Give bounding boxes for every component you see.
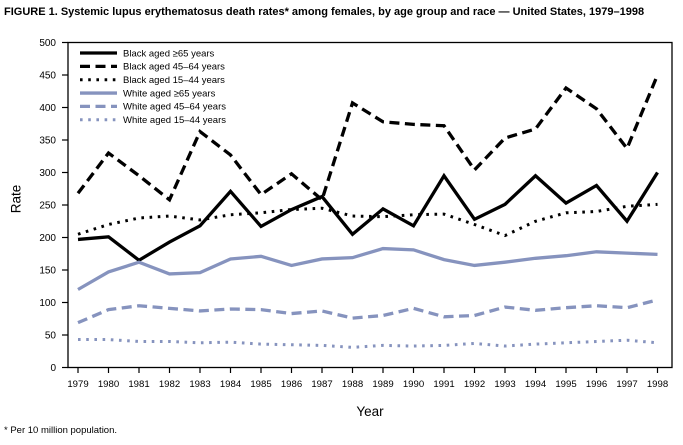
x-axis-tick-label: 1988 (342, 379, 363, 390)
x-axis-tick-label: 1989 (372, 379, 393, 390)
x-axis-tick-label: 1998 (647, 379, 668, 390)
y-axis-tick-label: 250 (39, 201, 56, 212)
x-axis-tick-label: 1997 (616, 379, 637, 390)
x-axis-label: Year (356, 404, 384, 419)
y-axis-label: Rate (8, 184, 24, 214)
series-line-black-aged-15-44-years (77, 202, 658, 238)
x-axis-tick-label: 1995 (555, 379, 576, 390)
y-axis-tick-label: 50 (45, 331, 57, 342)
x-axis-tick-label: 1990 (403, 379, 424, 390)
y-axis-tick-label: 300 (39, 168, 56, 179)
x-axis-tick-label: 1996 (586, 379, 607, 390)
figure-title: FIGURE 1. Systemic lupus erythematosus d… (4, 6, 645, 18)
legend-label-black-aged-65-years: Black aged ≥65 years (123, 48, 215, 59)
footnote: * Per 10 million population. (4, 425, 118, 436)
legend-label-white-aged-45-64-years: White aged 45–64 years (123, 102, 226, 113)
x-axis-tick-label: 1984 (220, 379, 242, 390)
y-axis-tick-label: 400 (39, 103, 56, 114)
x-axis-tick-label: 1992 (464, 379, 485, 390)
legend-label-black-aged-45-64-years: Black aged 45–64 years (123, 62, 225, 73)
series-line-white-aged-15-44-years (78, 338, 658, 349)
y-axis-tick-label: 100 (39, 298, 56, 309)
x-axis-tick-label: 1993 (494, 379, 515, 390)
x-axis-tick-label: 1982 (159, 379, 180, 390)
series-line-black-aged-65-years (77, 171, 659, 263)
x-axis-tick-label: 1994 (525, 379, 547, 390)
x-axis-tick-label: 1987 (311, 379, 332, 390)
legend-label-white-aged-15-44-years: White aged 15–44 years (123, 115, 226, 126)
legend: Black aged ≥65 years Black aged 45–64 yea… (80, 48, 226, 126)
y-axis-tick-label: 450 (39, 71, 56, 82)
series-line-black-aged-45-64-years (76, 74, 660, 203)
x-axis-tick-label: 1980 (98, 379, 119, 390)
series-line-white-aged-65-years (77, 246, 658, 291)
x-axis-tick-label: 1986 (281, 379, 302, 390)
legend-item: Black aged ≥65 years (80, 48, 215, 59)
legend-item: White aged 45–64 years (80, 102, 226, 113)
x-axis-tick-label: 1979 (67, 379, 88, 390)
y-axis-tick-label: 150 (39, 266, 56, 277)
legend-item: Black aged 15–44 years (80, 75, 225, 86)
y-axis-tick-label: 0 (50, 363, 56, 374)
x-axis-tick-label: 1983 (189, 379, 210, 390)
series-line-white-aged-45-64-years (77, 298, 658, 325)
x-axis-tick-label: 1981 (128, 379, 149, 390)
y-axis-tick-label: 350 (39, 136, 56, 147)
legend-item: White aged ≥65 years (80, 88, 216, 99)
y-axis-tick-label: 500 (39, 38, 56, 49)
legend-label-white-aged-65-years: White aged ≥65 years (123, 88, 216, 99)
legend-label-black-aged-15-44-years: Black aged 15–44 years (123, 75, 225, 86)
y-axis-tick-label: 200 (39, 233, 56, 244)
legend-item: Black aged 45–64 years (80, 62, 225, 73)
legend-item: White aged 15–44 years (80, 115, 226, 126)
x-axis-tick-label: 1985 (250, 379, 271, 390)
x-axis-tick-label: 1991 (433, 379, 454, 390)
